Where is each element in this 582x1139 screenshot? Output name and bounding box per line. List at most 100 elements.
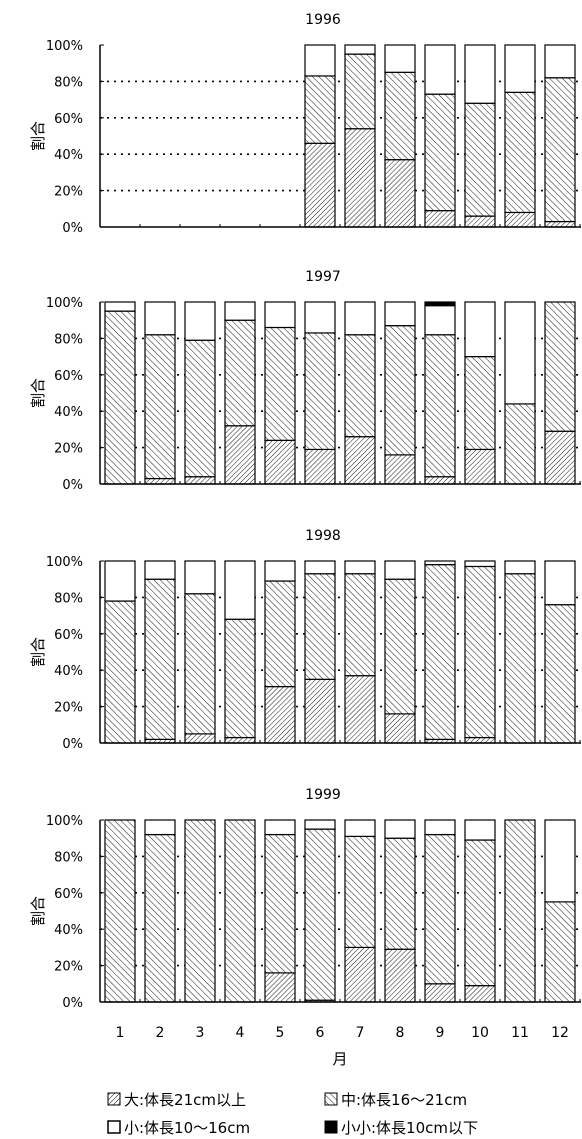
bar-1999-month-9-series-3 — [424, 819, 456, 836]
y-axis-label-1999: 割合 — [29, 896, 47, 926]
legend-swatch-series-4 — [324, 1120, 338, 1134]
bar-1998-month-5-series-2 — [264, 580, 296, 688]
bar-1998-month-10-series-3 — [464, 560, 496, 568]
bar-1998-month-8-series-1 — [384, 713, 416, 744]
x-tick-label-month-9: 9 — [436, 1025, 445, 1041]
bar-1998-month-10-series-2 — [464, 565, 496, 739]
x-tick-label-month-11: 11 — [511, 1025, 529, 1041]
bar-1999-month-12-series-3 — [544, 819, 576, 903]
y-tick-label-1996-2: 40% — [54, 148, 83, 163]
x-tick-label-month-5: 5 — [276, 1025, 285, 1041]
bar-1998-month-7-series-1 — [344, 675, 376, 744]
bar-1998-month-7-series-2 — [344, 573, 376, 677]
bar-1999-month-6-series-2 — [304, 828, 336, 1001]
legend-item-series-4: 小小:体長10cm以下 — [324, 1119, 478, 1137]
y-tick-label-1997-1: 20% — [54, 442, 83, 457]
y-tick-label-1999-1: 20% — [54, 960, 83, 975]
legend-swatch-series-3 — [107, 1120, 121, 1134]
bar-1996-month-10-series-1 — [464, 215, 496, 228]
bar-1999-month-5-series-3 — [264, 819, 296, 836]
bar-1997-month-12-series-2 — [544, 301, 576, 432]
bar-1997-month-5-series-1 — [264, 439, 296, 485]
y-tick-label-1998-4: 80% — [54, 591, 83, 606]
bar-1998-month-8-series-3 — [384, 560, 416, 580]
bar-1998-month-4-series-1 — [224, 736, 256, 744]
bar-1997-month-4-series-3 — [224, 301, 256, 321]
bar-1996-month-8-series-1 — [384, 159, 416, 228]
bar-1997-month-7-series-1 — [344, 436, 376, 485]
y-axis-label-1998: 割合 — [29, 637, 47, 667]
legend-item-series-1: 大:体長21cm以上 — [107, 1091, 246, 1109]
y-tick-label-1996-3: 60% — [54, 112, 83, 127]
y-tick-label-1999-3: 60% — [54, 887, 83, 902]
x-tick-label-month-12: 12 — [551, 1025, 569, 1041]
bar-1997-month-8-series-2 — [384, 325, 416, 456]
bar-1997-month-9-series-4 — [424, 301, 456, 307]
x-tick-label-month-2: 2 — [156, 1025, 165, 1041]
y-tick-label-1996-5: 100% — [46, 39, 83, 54]
bar-1996-month-8-series-2 — [384, 71, 416, 161]
legend-swatch-series-2 — [324, 1092, 338, 1106]
bar-1998-month-8-series-2 — [384, 578, 416, 715]
y-tick-label-1998-1: 20% — [54, 701, 83, 716]
panel-title-1998: 1998 — [305, 528, 341, 544]
bar-1999-month-12-series-2 — [544, 901, 576, 1003]
y-axis-label-1996: 割合 — [29, 121, 47, 151]
panel-1996: 1996 割合 0% 20% 40% 60% 80% 100% — [29, 12, 581, 236]
bar-1998-month-6-series-3 — [304, 560, 336, 575]
y-tick-label-1999-5: 100% — [46, 814, 83, 829]
bar-1996-month-9-series-2 — [424, 93, 456, 212]
y-tick-label-1999-2: 40% — [54, 923, 83, 938]
bar-1996-month-12-series-3 — [544, 44, 576, 79]
bar-1999-month-6-series-3 — [304, 819, 336, 830]
bar-1998-month-7-series-3 — [344, 560, 376, 575]
bar-1997-month-3-series-3 — [184, 301, 216, 341]
bar-1996-month-11-series-1 — [504, 211, 536, 228]
bar-1999-month-9-series-2 — [424, 833, 456, 985]
bar-1998-month-10-series-1 — [464, 736, 496, 744]
bar-1998-month-1-series-2 — [104, 600, 136, 744]
bar-1998-month-9-series-2 — [424, 564, 456, 740]
bar-1999-month-10-series-1 — [464, 985, 496, 1003]
bar-1998-month-2-series-2 — [144, 578, 176, 740]
bar-1999-month-5-series-1 — [264, 972, 296, 1003]
bar-1998-month-6-series-1 — [304, 678, 336, 744]
bar-1996-month-10-series-2 — [464, 102, 496, 217]
bar-1999-month-2-series-2 — [144, 833, 176, 1003]
bar-1997-month-4-series-1 — [224, 425, 256, 485]
bar-1997-month-10-series-2 — [464, 356, 496, 451]
bar-1999-month-11-series-2 — [504, 819, 536, 1003]
bar-1997-month-5-series-3 — [264, 301, 296, 329]
x-tick-label-month-3: 3 — [196, 1025, 205, 1041]
bar-1998-month-4-series-3 — [224, 560, 256, 620]
bar-1997-month-5-series-2 — [264, 326, 296, 441]
y-tick-label-1997-0: 0% — [62, 478, 83, 493]
bar-1996-month-7-series-2 — [344, 53, 376, 130]
panel-title-1996: 1996 — [305, 12, 341, 28]
bar-1996-month-12-series-2 — [544, 77, 576, 223]
x-axis-label: 月 — [332, 1050, 347, 1068]
legend-label-series-1: 大:体長21cm以上 — [124, 1091, 246, 1109]
bar-1997-month-11-series-3 — [504, 301, 536, 405]
bar-1998-month-1-series-3 — [104, 560, 136, 602]
bar-1997-month-1-series-2 — [104, 310, 136, 485]
bar-1997-month-2-series-3 — [144, 301, 176, 336]
bar-1998-month-12-series-2 — [544, 604, 576, 744]
bar-1997-month-3-series-2 — [184, 339, 216, 478]
bar-1999-month-7-series-2 — [344, 835, 376, 949]
x-tick-label-month-6: 6 — [316, 1025, 325, 1041]
bar-1996-month-8-series-3 — [384, 44, 416, 73]
bar-1997-month-6-series-1 — [304, 448, 336, 485]
bar-1996-month-10-series-3 — [464, 44, 496, 104]
bar-1997-month-10-series-1 — [464, 448, 496, 485]
x-tick-label-month-8: 8 — [396, 1025, 405, 1041]
bar-1997-month-8-series-3 — [384, 301, 416, 327]
panel-title-1999: 1999 — [305, 787, 341, 803]
bar-1997-month-9-series-3 — [424, 305, 456, 336]
bar-1999-month-10-series-3 — [464, 819, 496, 841]
legend: 大:体長21cm以上 中:体長16～21cm 小:体長10～16cm 小小:体長… — [107, 1091, 478, 1137]
panel-1999: 1999 割合 0% 20% 40% 60% 80% 100% — [29, 787, 581, 1011]
bar-1998-month-9-series-3 — [424, 560, 456, 566]
y-tick-label-1997-4: 80% — [54, 332, 83, 347]
bar-1997-month-9-series-1 — [424, 476, 456, 485]
